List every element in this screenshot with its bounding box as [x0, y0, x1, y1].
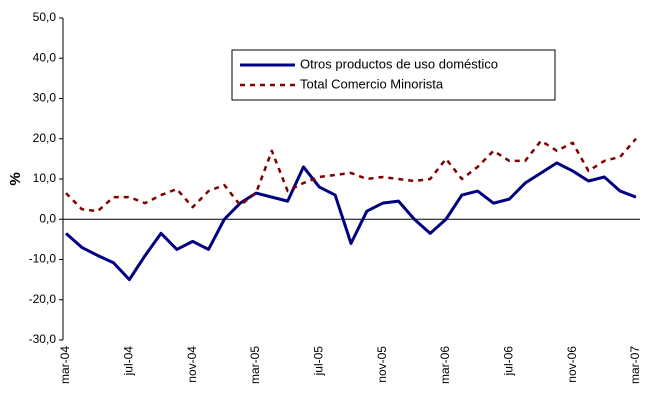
y-tick-label: -20,0 [29, 292, 57, 306]
y-tick-label: 20,0 [33, 131, 57, 145]
x-tick-label: mar-04 [58, 346, 72, 384]
y-tick-label: 0,0 [39, 211, 56, 225]
legend-label: Otros productos de uso doméstico [300, 56, 498, 71]
series-line [65, 161, 637, 282]
y-axis-title: % [7, 172, 24, 185]
y-tick-label: 40,0 [33, 50, 57, 64]
legend-box [231, 49, 556, 101]
y-tick-label: 10,0 [33, 171, 57, 185]
x-tick-label: jul-06 [502, 346, 516, 377]
x-tick-label: mar-06 [438, 346, 452, 384]
x-tick-label: nov-06 [565, 346, 579, 383]
y-tick-label: 50,0 [33, 10, 57, 24]
y-tick-label: -30,0 [29, 332, 57, 346]
x-tick-label: mar-07 [628, 346, 642, 384]
legend-label: Total Comercio Minorista [300, 76, 444, 91]
x-tick-label: jul-05 [312, 346, 326, 377]
series-line [65, 137, 637, 213]
y-tick-label: 30,0 [33, 91, 57, 105]
y-tick-label: -10,0 [29, 252, 57, 266]
x-tick-label: nov-04 [185, 346, 199, 383]
x-tick-label: nov-05 [375, 346, 389, 383]
x-tick-label: jul-04 [122, 346, 136, 377]
x-tick-label: mar-05 [248, 346, 262, 384]
